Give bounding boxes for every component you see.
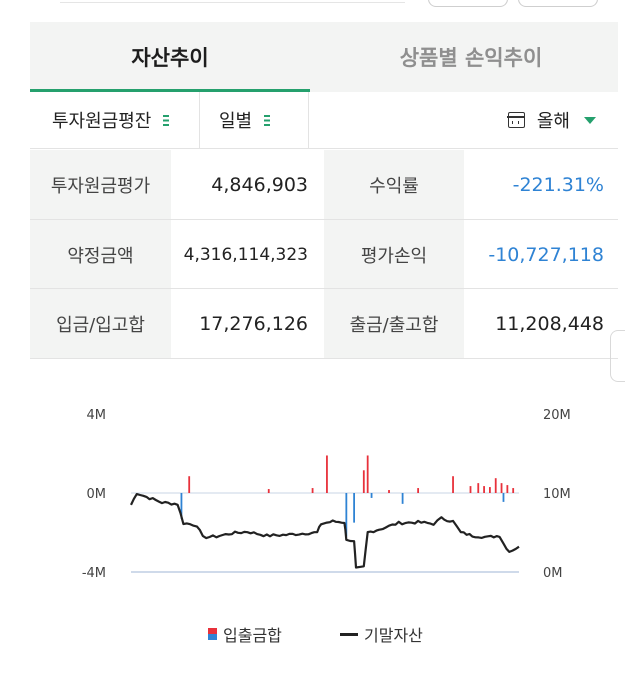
- legend-inflow-swatch: [208, 628, 217, 640]
- right-tick-label: 0M: [543, 566, 563, 581]
- withdraw-value: 11,208,448: [465, 289, 618, 358]
- ending-asset-line: [130, 493, 520, 569]
- tab-product-pl-trend[interactable]: 상품별 손익추이: [399, 46, 543, 70]
- legend-inflow-label: 입출금합: [223, 626, 282, 645]
- legend-ending-asset-swatch: [340, 632, 358, 636]
- range-dropdown[interactable]: 올해: [507, 92, 596, 148]
- flow-bar: [477, 483, 480, 493]
- deposit-label: 입금/입고합: [30, 289, 171, 358]
- deposit-value: 17,276,126: [172, 289, 322, 358]
- calendar-icon: [507, 112, 526, 128]
- flow-bar: [469, 486, 472, 493]
- divider: [30, 288, 618, 289]
- flow-bar: [370, 493, 373, 498]
- flow-bar: [326, 455, 328, 493]
- flow-bar: [267, 489, 270, 493]
- flow-bar: [500, 483, 503, 493]
- top-bar: [0, 0, 640, 20]
- side-scroll-handle[interactable]: [610, 330, 625, 382]
- tab-bar: 자산추이 상품별 손익추이: [30, 22, 618, 92]
- drag-handle-icon: [264, 114, 271, 126]
- eval-pl-label: 평가손익: [324, 220, 464, 289]
- flow-bar: [401, 493, 404, 504]
- contract-amount-label: 약정금액: [30, 220, 171, 289]
- tab-asset-trend[interactable]: 자산추이: [131, 46, 209, 70]
- legend-inflow: 입출금합: [208, 622, 282, 646]
- account-type-label: 투자원금평잔: [52, 111, 152, 132]
- period-label: 일별: [219, 111, 253, 132]
- invest-principal-value: 4,846,903: [172, 150, 322, 219]
- withdraw-label: 출금/출고합: [324, 289, 464, 358]
- return-rate-label: 수익률: [324, 150, 464, 219]
- divider: [30, 219, 618, 220]
- top-input-underline: [60, 2, 405, 3]
- flow-bar: [483, 486, 485, 493]
- flow-bar: [512, 488, 515, 493]
- flow-bar: [494, 478, 497, 493]
- contract-amount-value: 4,316,114,323: [172, 220, 322, 289]
- top-button-right[interactable]: [518, 0, 598, 7]
- account-type-dropdown[interactable]: 투자원금평잔: [30, 92, 200, 148]
- flow-bar: [489, 487, 491, 493]
- asset-trend-chart: 4M 0M -4M 20M 10M 0M: [82, 408, 571, 581]
- flow-bar: [502, 493, 505, 502]
- left-tick-label: 4M: [87, 408, 107, 423]
- flow-bar: [345, 493, 348, 537]
- flow-bar: [388, 490, 390, 493]
- flow-bar: [180, 493, 183, 519]
- flow-bar: [353, 493, 355, 523]
- flow-bar: [452, 476, 454, 493]
- right-tick-label: 20M: [543, 408, 571, 423]
- left-tick-label: 0M: [87, 487, 107, 502]
- period-dropdown[interactable]: 일별: [201, 92, 309, 148]
- flow-bar: [362, 470, 365, 493]
- return-rate-value: -221.31%: [465, 150, 618, 219]
- flow-bar: [506, 485, 509, 493]
- top-button-left[interactable]: [428, 0, 508, 7]
- range-label: 올해: [536, 111, 570, 132]
- divider: [30, 358, 618, 359]
- flow-bar: [366, 455, 369, 493]
- chevron-down-icon: [584, 116, 596, 124]
- filter-bar: 투자원금평잔 일별 올해: [30, 92, 618, 149]
- flow-bar: [188, 476, 191, 493]
- invest-principal-label: 투자원금평가: [30, 150, 171, 219]
- summary-table: 투자원금평가 4,846,903 수익률 -221.31% 약정금액 4,316…: [30, 150, 618, 358]
- legend-ending-asset-label: 기말자산: [364, 626, 423, 645]
- drag-handle-icon: [163, 114, 170, 126]
- eval-pl-value: -10,727,118: [465, 220, 618, 289]
- legend-ending-asset: 기말자산: [340, 622, 423, 646]
- left-tick-label: -4M: [82, 566, 106, 581]
- right-tick-label: 10M: [543, 487, 571, 502]
- flow-bar: [417, 488, 420, 493]
- active-tab-indicator: [30, 89, 310, 92]
- flow-bar: [311, 488, 314, 493]
